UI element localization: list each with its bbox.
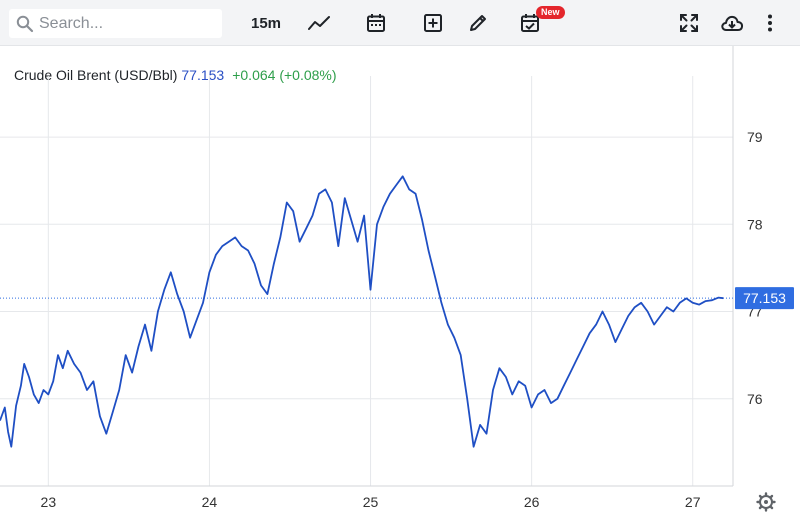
last-price-tag-label: 77.153 xyxy=(743,290,786,306)
chart-type-button[interactable] xyxy=(305,8,333,38)
x-tick-label: 26 xyxy=(524,494,540,510)
more-options-button[interactable] xyxy=(760,8,780,38)
add-box-icon xyxy=(424,14,442,32)
y-tick-label: 76 xyxy=(747,391,763,407)
toolbar: 15m xyxy=(0,0,800,46)
chart-legend: Crude Oil Brent (USD/Bbl) 77.153 +0.064 (+… xyxy=(14,67,337,83)
drawing-tools-button[interactable] xyxy=(465,8,491,38)
last-price-tag: 77.153 xyxy=(735,287,794,310)
price-change: +0.064 (+0.08%) xyxy=(232,67,337,83)
x-tick-label: 27 xyxy=(685,494,701,510)
x-tick-label: 24 xyxy=(202,494,218,510)
date-range-button[interactable] xyxy=(363,8,389,38)
search-input[interactable] xyxy=(39,13,214,34)
calendar-icon xyxy=(367,14,385,32)
calendar-check-icon xyxy=(521,14,539,32)
search-box[interactable] xyxy=(9,9,222,38)
pencil-icon xyxy=(470,15,486,31)
last-price: 77.153 xyxy=(181,67,225,83)
y-tick-label: 79 xyxy=(747,129,763,145)
download-button[interactable] xyxy=(718,8,746,38)
interval-selector[interactable]: 15m xyxy=(250,14,282,32)
instrument-name: Crude Oil Brent (USD/Bbl) xyxy=(14,67,178,83)
x-axis: 23 24 25 26 27 xyxy=(41,494,701,510)
new-badge: New xyxy=(536,6,565,19)
chart-grid xyxy=(0,76,733,486)
chart-settings-button[interactable] xyxy=(756,492,776,512)
fullscreen-button[interactable] xyxy=(676,8,702,38)
cloud-download-icon xyxy=(721,15,744,31)
fullscreen-icon xyxy=(680,14,698,32)
search-icon xyxy=(16,15,34,33)
line-chart-icon xyxy=(308,16,330,30)
y-tick-label: 78 xyxy=(747,216,763,232)
more-vertical-icon xyxy=(768,14,772,32)
series-line-crude-oil-brent xyxy=(0,175,724,448)
add-indicator-button[interactable] xyxy=(420,8,446,38)
x-tick-label: 23 xyxy=(41,494,57,510)
events-button[interactable] xyxy=(517,8,543,38)
x-tick-label: 25 xyxy=(363,494,379,510)
